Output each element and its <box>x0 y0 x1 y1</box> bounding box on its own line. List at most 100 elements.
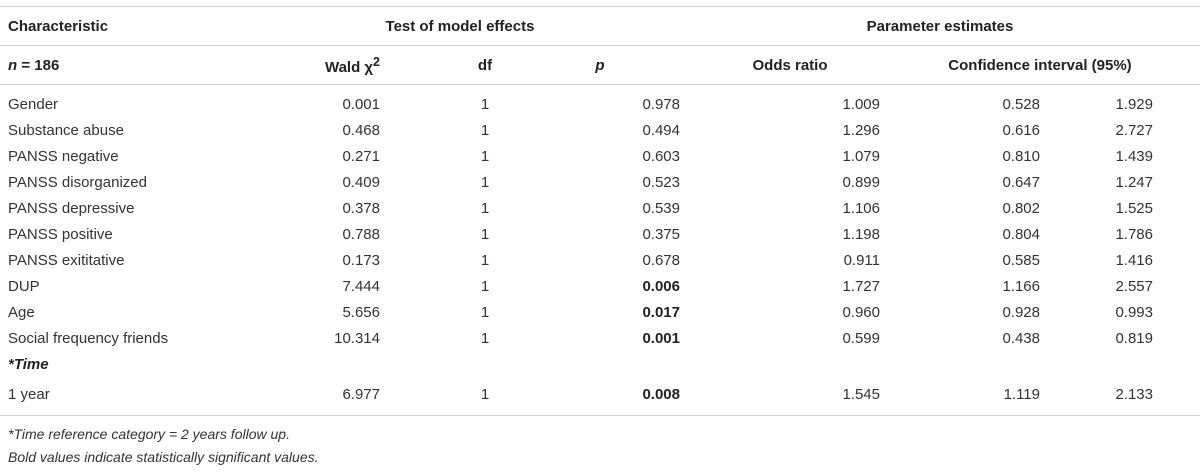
row-wald: 0.001 <box>342 95 380 113</box>
row-name: PANSS exititative <box>8 251 125 269</box>
row-p: 0.006 <box>642 277 680 295</box>
header-odds-ratio: Odds ratio <box>752 56 828 74</box>
row-p: 0.539 <box>642 199 680 217</box>
row-df: 1 <box>480 121 490 139</box>
row-wald: 6.977 <box>342 385 380 403</box>
header-n-value: = 186 <box>17 56 60 74</box>
table-row: 1 year 6.977 1 0.008 1.545 1.119 2.133 <box>0 377 1200 416</box>
row-wald: 0.409 <box>342 173 380 191</box>
row-ci-high: 2.557 <box>1115 277 1153 295</box>
row-wald: 0.173 <box>342 251 380 269</box>
header-test-of-model-effects: Test of model effects <box>385 17 535 35</box>
row-ci-high: 2.133 <box>1115 385 1153 403</box>
row-odds-ratio: 1.198 <box>842 225 880 243</box>
row-odds-ratio: 0.599 <box>842 329 880 347</box>
row-ci-low: 0.804 <box>1002 225 1040 243</box>
header-characteristic: Characteristic <box>8 17 109 35</box>
row-df: 1 <box>480 199 490 217</box>
row-ci-high: 1.247 <box>1115 173 1153 191</box>
row-name: Substance abuse <box>8 121 124 139</box>
header-row-columns: n = 186 Wald χ2 df p Odds ratio Confiden… <box>0 46 1200 85</box>
row-ci-high: 1.786 <box>1115 225 1153 243</box>
row-name: PANSS negative <box>8 147 119 165</box>
row-ci-low: 1.166 <box>1002 277 1040 295</box>
row-name: DUP <box>8 277 40 295</box>
row-ci-high: 1.525 <box>1115 199 1153 217</box>
header-confidence-interval: Confidence interval (95%) <box>948 56 1132 74</box>
header-n-symbol: n <box>8 56 18 74</box>
header-row-groups: Characteristic Test of model effects Par… <box>0 6 1200 46</box>
row-name: Social frequency friends <box>8 329 169 347</box>
row-odds-ratio: 0.911 <box>843 251 880 269</box>
row-wald: 10.314 <box>334 329 380 347</box>
row-df: 1 <box>480 147 490 165</box>
row-name: PANSS disorganized <box>8 173 147 191</box>
row-p: 0.523 <box>642 173 680 191</box>
footnote-bold-values: Bold values indicate statistically signi… <box>8 449 319 465</box>
row-ci-low: 0.438 <box>1002 329 1040 347</box>
row-df: 1 <box>480 303 490 321</box>
row-df: 1 <box>480 173 490 191</box>
header-wald-superscript: 2 <box>373 54 380 69</box>
section-label: *Time <box>8 355 49 373</box>
table-row: DUP 7.444 1 0.006 1.727 1.166 2.557 <box>0 273 1200 299</box>
table-row: PANSS exititative 0.173 1 0.678 0.911 0.… <box>0 247 1200 273</box>
row-ci-low: 1.119 <box>1003 385 1040 403</box>
row-ci-high: 2.727 <box>1115 121 1153 139</box>
header-wald: Wald χ2 <box>240 46 380 85</box>
row-wald: 0.468 <box>342 121 380 139</box>
row-ci-low: 0.616 <box>1002 121 1040 139</box>
row-name: PANSS depressive <box>8 199 135 217</box>
row-ci-low: 0.810 <box>1002 147 1040 165</box>
row-odds-ratio: 1.727 <box>842 277 880 295</box>
row-df: 1 <box>480 385 490 403</box>
row-wald: 0.788 <box>342 225 380 243</box>
table-body: Characteristic Test of model effects Par… <box>0 6 1200 416</box>
row-wald: 0.378 <box>342 199 380 217</box>
row-ci-low: 0.528 <box>1002 95 1040 113</box>
row-ci-high: 1.416 <box>1115 251 1153 269</box>
row-df: 1 <box>480 277 490 295</box>
row-ci-high: 0.993 <box>1115 303 1153 321</box>
row-df: 1 <box>480 95 490 113</box>
row-wald: 7.444 <box>342 277 380 295</box>
row-df: 1 <box>480 329 490 347</box>
row-df: 1 <box>480 225 490 243</box>
row-odds-ratio: 1.545 <box>842 385 880 403</box>
row-odds-ratio: 1.009 <box>842 95 880 113</box>
table-row: Gender 0.001 1 0.978 1.009 0.528 1.929 <box>0 85 1200 118</box>
row-ci-high: 1.439 <box>1115 147 1153 165</box>
table-row: Social frequency friends 10.314 1 0.001 … <box>0 325 1200 351</box>
table-row: PANSS depressive 0.378 1 0.539 1.106 0.8… <box>0 195 1200 221</box>
row-p: 0.001 <box>642 329 680 347</box>
row-p: 0.008 <box>642 385 680 403</box>
results-table: Characteristic Test of model effects Par… <box>0 6 1200 416</box>
row-p: 0.603 <box>642 147 680 165</box>
table-row: PANSS positive 0.788 1 0.375 1.198 0.804… <box>0 221 1200 247</box>
footnote-time-reference: *Time reference category = 2 years follo… <box>8 426 290 442</box>
row-wald: 5.656 <box>342 303 380 321</box>
row-df: 1 <box>480 251 490 269</box>
row-odds-ratio: 1.296 <box>842 121 880 139</box>
row-p: 0.375 <box>642 225 680 243</box>
row-name: Gender <box>8 95 59 113</box>
row-odds-ratio: 0.899 <box>842 173 880 191</box>
header-p: p <box>595 56 605 74</box>
row-p: 0.978 <box>642 95 680 113</box>
row-ci-low: 0.928 <box>1002 303 1040 321</box>
row-ci-low: 0.647 <box>1002 173 1040 191</box>
header-n: n = 186 <box>0 46 240 85</box>
row-odds-ratio: 1.106 <box>842 199 880 217</box>
section-row-time: *Time <box>0 351 1200 377</box>
row-wald: 0.271 <box>342 147 380 165</box>
table-row: PANSS negative 0.271 1 0.603 1.079 0.810… <box>0 143 1200 169</box>
row-p: 0.678 <box>642 251 680 269</box>
row-p: 0.494 <box>642 121 680 139</box>
header-wald-label: Wald χ <box>324 58 374 76</box>
table-row: PANSS disorganized 0.409 1 0.523 0.899 0… <box>0 169 1200 195</box>
header-df: df <box>477 56 493 74</box>
row-odds-ratio: 0.960 <box>842 303 880 321</box>
row-name: PANSS positive <box>8 225 113 243</box>
header-parameter-estimates: Parameter estimates <box>866 17 1014 35</box>
